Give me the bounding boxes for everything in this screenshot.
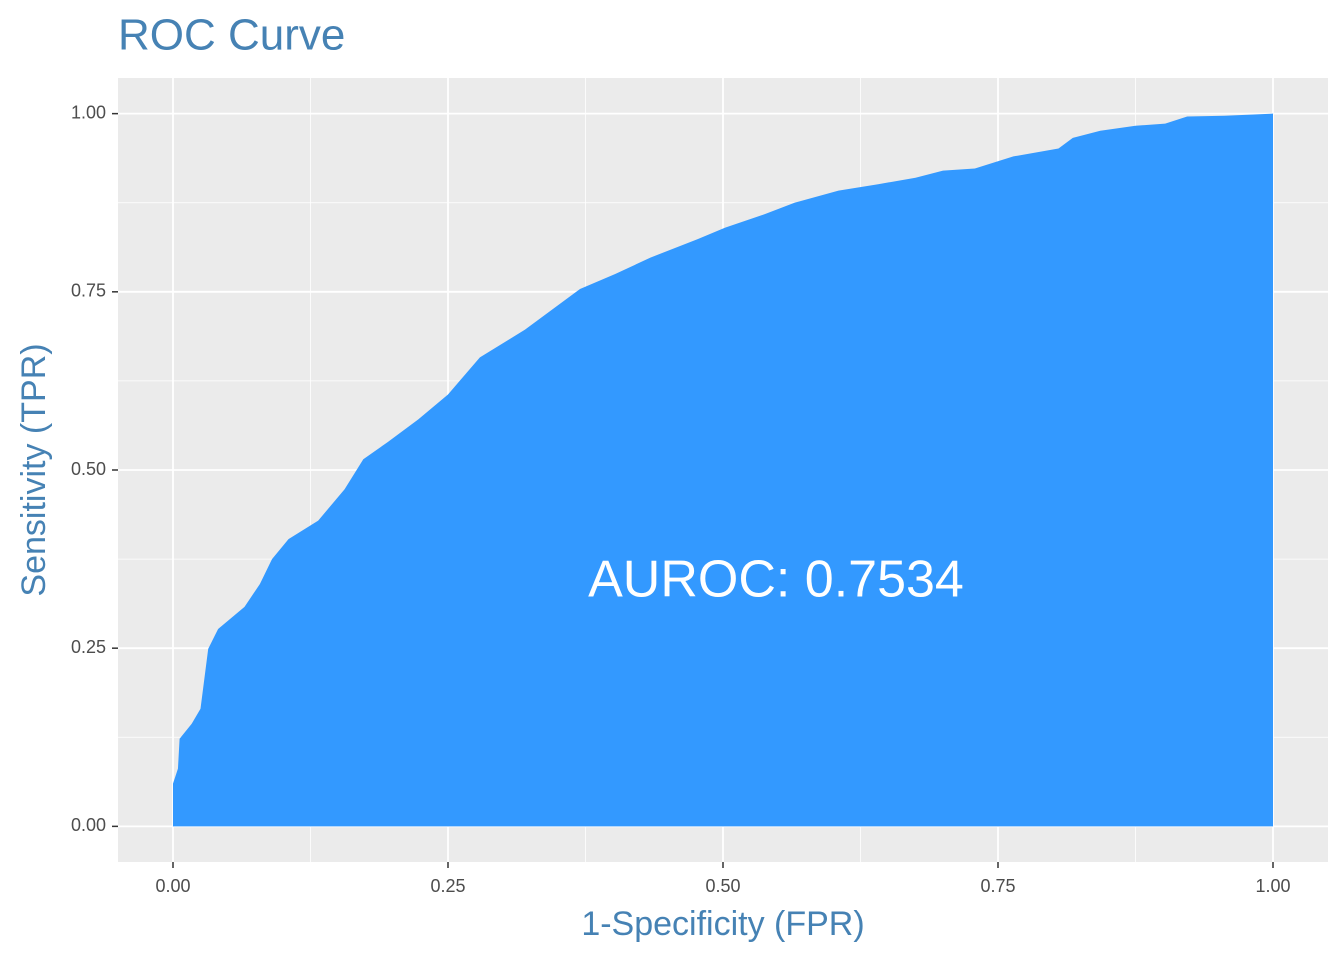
x-axis-title: 1-Specificity (FPR) (581, 905, 864, 943)
x-tick-label: 0.25 (430, 876, 465, 896)
y-tick-label: 0.75 (71, 281, 106, 301)
y-tick-label: 0.50 (71, 459, 106, 479)
x-tick-label: 0.75 (980, 876, 1015, 896)
x-tick-label: 1.00 (1255, 876, 1290, 896)
roc-area (173, 113, 1273, 827)
x-tick-label: 0.00 (155, 876, 190, 896)
chart-title: ROC Curve (118, 11, 345, 60)
y-tick-label: 0.25 (71, 637, 106, 657)
y-tick-label: 1.00 (71, 102, 106, 122)
annotation: AUROC: 0.7534 (588, 551, 964, 609)
y-tick-label: 0.00 (71, 815, 106, 835)
marks (173, 113, 1273, 827)
x-tick-label: 0.50 (705, 876, 740, 896)
y-axis-title: Sensitivity (TPR) (15, 343, 53, 596)
